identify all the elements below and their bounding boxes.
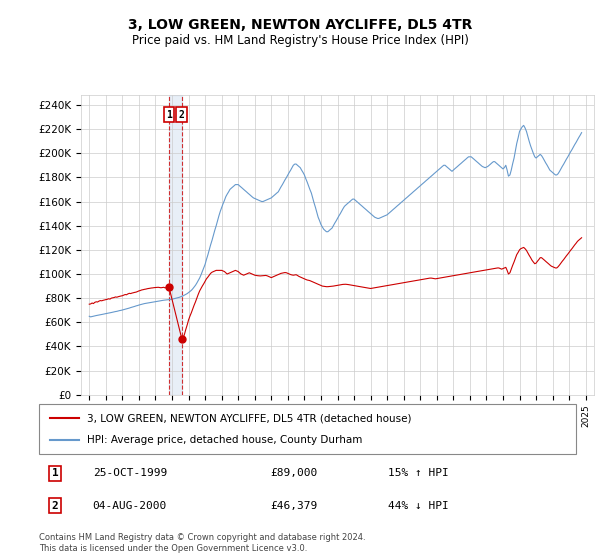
Bar	[169, 95, 182, 395]
Text: 15% ↑ HPI: 15% ↑ HPI	[388, 468, 449, 478]
Text: 1: 1	[166, 110, 172, 119]
Text: 44% ↓ HPI: 44% ↓ HPI	[388, 501, 449, 511]
FancyBboxPatch shape	[39, 404, 576, 454]
Text: 1: 1	[52, 468, 58, 478]
Text: 25-OCT-1999: 25-OCT-1999	[93, 468, 167, 478]
Text: 2: 2	[52, 501, 58, 511]
Text: HPI: Average price, detached house, County Durham: HPI: Average price, detached house, Coun…	[88, 435, 363, 445]
Text: 2: 2	[179, 110, 185, 119]
Text: 3, LOW GREEN, NEWTON AYCLIFFE, DL5 4TR (detached house): 3, LOW GREEN, NEWTON AYCLIFFE, DL5 4TR (…	[88, 413, 412, 423]
Text: £89,000: £89,000	[270, 468, 317, 478]
Text: 3, LOW GREEN, NEWTON AYCLIFFE, DL5 4TR: 3, LOW GREEN, NEWTON AYCLIFFE, DL5 4TR	[128, 18, 472, 32]
Text: Price paid vs. HM Land Registry's House Price Index (HPI): Price paid vs. HM Land Registry's House …	[131, 34, 469, 47]
Text: Contains HM Land Registry data © Crown copyright and database right 2024.
This d: Contains HM Land Registry data © Crown c…	[39, 533, 365, 553]
Text: 04-AUG-2000: 04-AUG-2000	[93, 501, 167, 511]
Text: £46,379: £46,379	[270, 501, 317, 511]
